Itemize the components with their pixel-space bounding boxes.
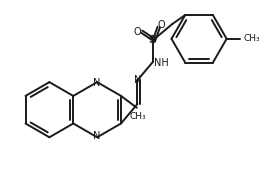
Text: O: O [158,20,165,30]
Text: N: N [134,75,141,85]
Text: NH: NH [154,58,168,68]
Text: CH₃: CH₃ [243,34,260,43]
Text: N: N [93,131,101,141]
Text: S: S [149,35,157,45]
Text: O: O [133,27,141,37]
Text: N: N [93,78,101,88]
Text: CH₃: CH₃ [129,112,146,121]
